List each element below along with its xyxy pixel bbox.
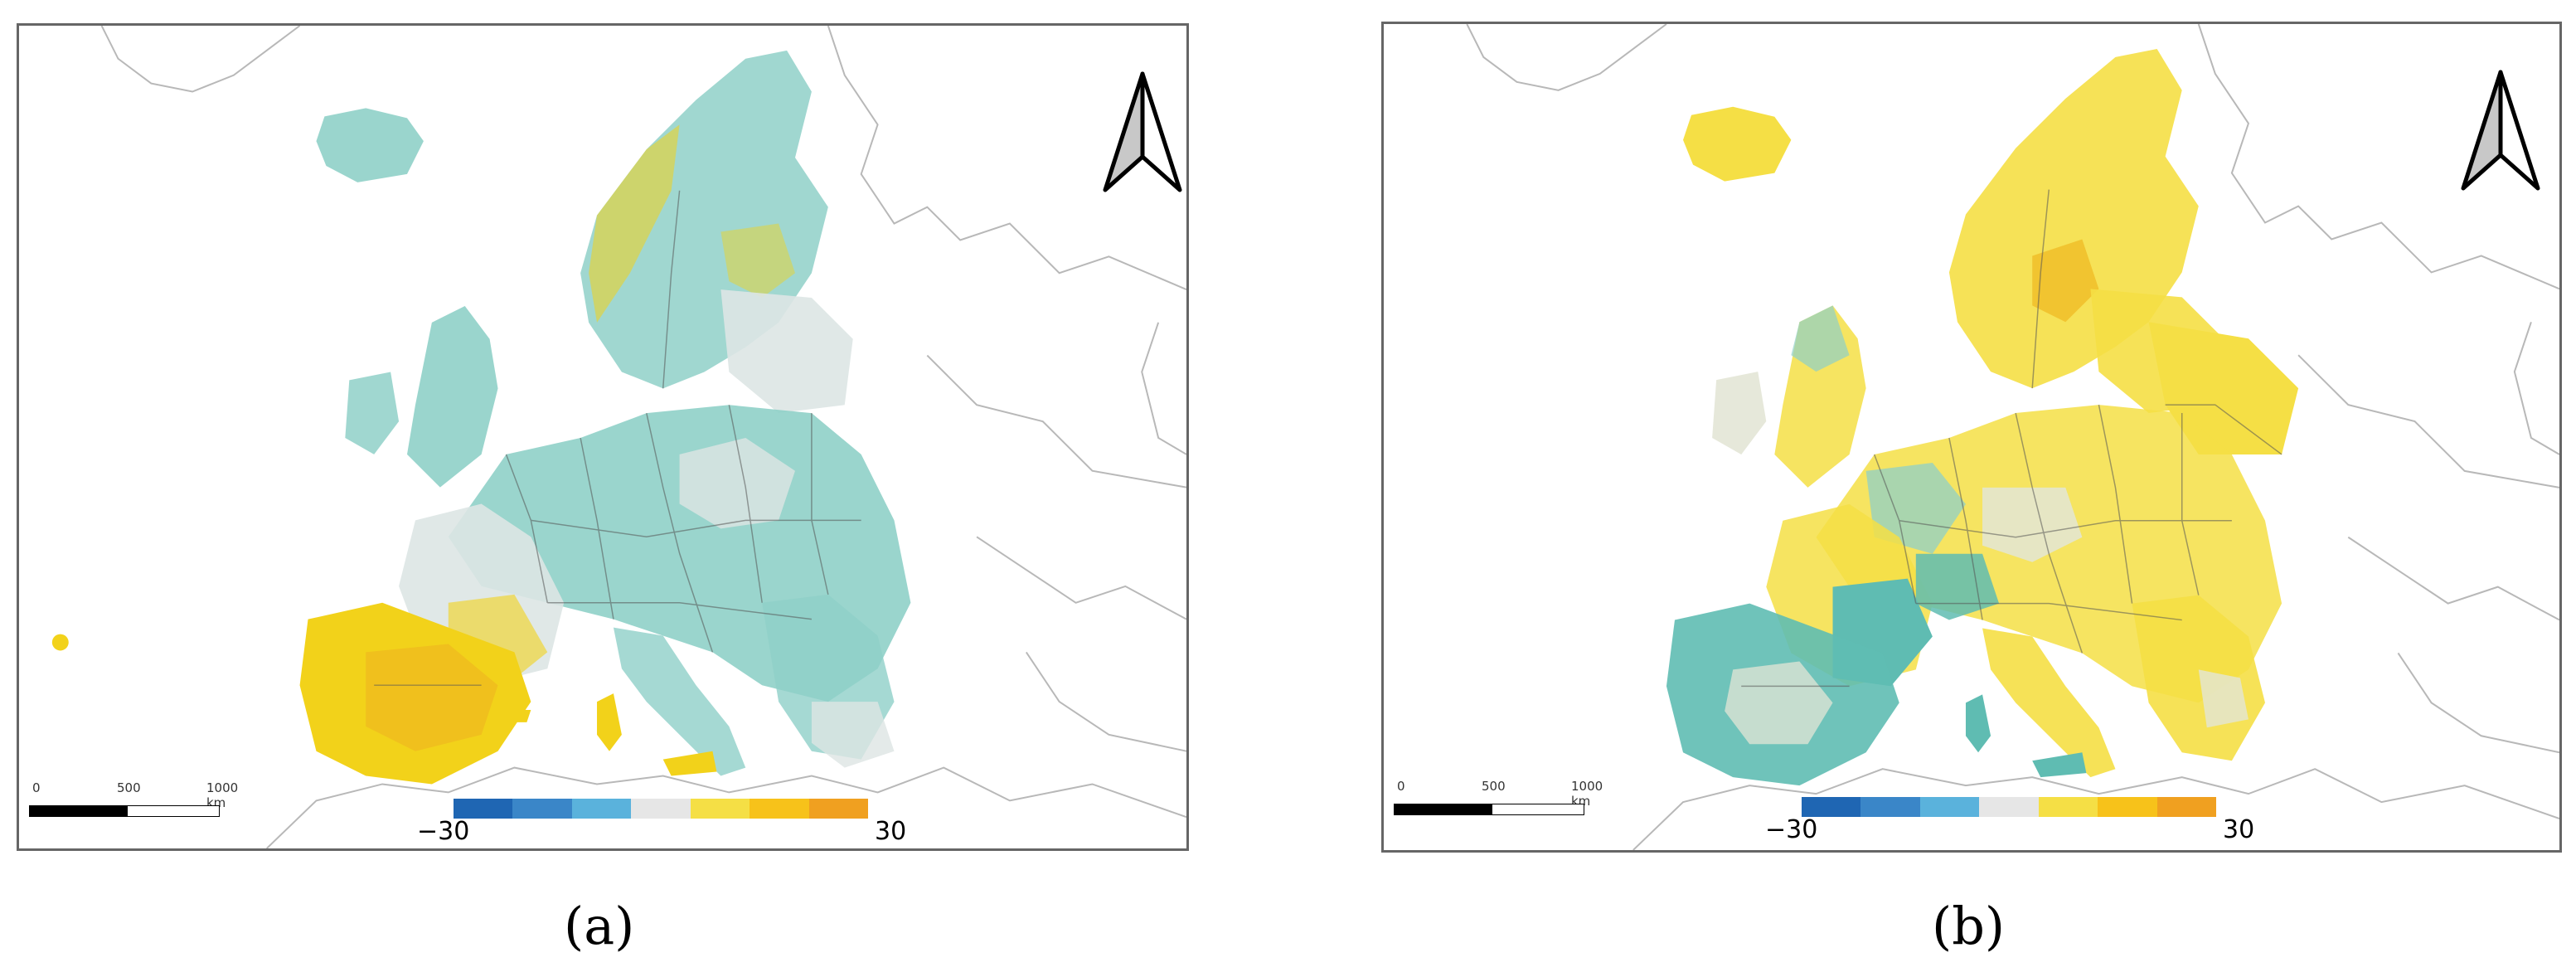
legend-swatch [808, 799, 868, 819]
legend-swatch [1919, 797, 1980, 817]
scale-segment-light [127, 805, 220, 817]
color-legend: −30 30 [1765, 797, 2263, 847]
north-arrow-icon [1103, 71, 1182, 192]
map-canvas-b [1466, 24, 2559, 850]
legend-max-label: 30 [2223, 815, 2255, 844]
basemap-outlines [100, 26, 1186, 848]
legend-swatch [690, 799, 750, 819]
legend-swatch [571, 799, 632, 819]
land-regions [1666, 48, 2299, 786]
legend-swatch [512, 799, 572, 819]
panel-caption-b: (b) [1932, 896, 2006, 956]
land-regions [51, 50, 911, 785]
map-panel-b: 0 500 1000 km −30 30 [1381, 22, 2562, 853]
country-borders [374, 190, 861, 686]
scale-segment-dark [29, 805, 127, 817]
scale-segment-dark [1394, 804, 1492, 815]
scale-bar: 0 500 1000 km [1394, 779, 1603, 837]
country-borders [1741, 189, 2283, 688]
legend-swatch [631, 799, 691, 819]
scale-segment-light [1492, 804, 1584, 815]
scale-tick-500: 500 [117, 780, 141, 795]
panel-caption-a: (a) [564, 896, 635, 956]
legend-swatch [750, 799, 809, 819]
map-panel-a: 0 500 1000 km −30 30 [17, 23, 1189, 851]
scale-tick-0: 0 [1397, 779, 1405, 794]
north-arrow-icon [2461, 70, 2540, 191]
scale-tick-0: 0 [32, 780, 41, 795]
scale-tick-500: 500 [1482, 779, 1506, 794]
basemap-outlines [1466, 24, 2559, 850]
legend-max-label: 30 [875, 817, 907, 846]
legend-swatches [454, 799, 868, 819]
legend-swatch [2038, 797, 2098, 817]
legend-min-label: −30 [417, 817, 470, 846]
legend-swatch [454, 799, 513, 819]
color-legend: −30 30 [417, 799, 914, 848]
legend-swatch [2156, 797, 2216, 817]
legend-swatch [1979, 797, 2039, 817]
legend-swatches [1802, 797, 2216, 817]
map-canvas-a [51, 26, 1186, 848]
legend-min-label: −30 [1765, 815, 1818, 844]
legend-swatch [1860, 797, 1920, 817]
scale-bar: 0 500 1000 km [29, 780, 238, 838]
legend-swatch [1802, 797, 1861, 817]
legend-swatch [2098, 797, 2157, 817]
